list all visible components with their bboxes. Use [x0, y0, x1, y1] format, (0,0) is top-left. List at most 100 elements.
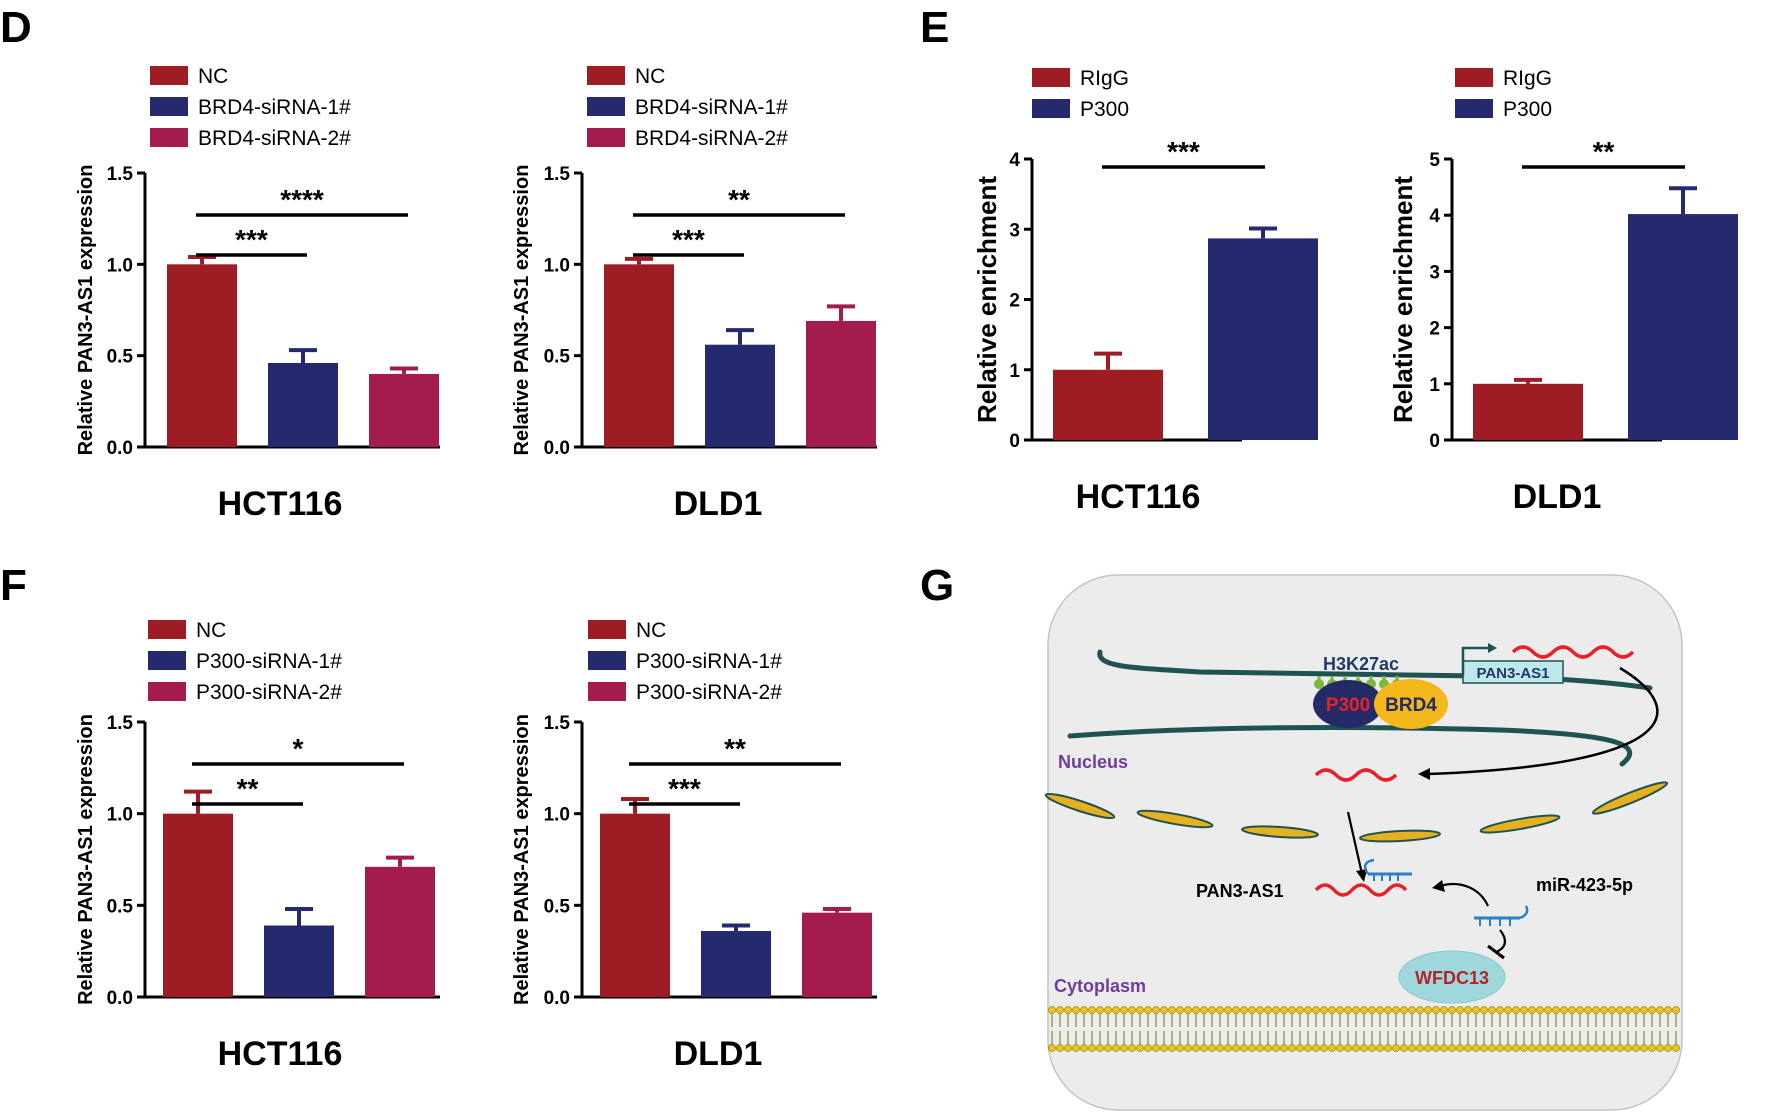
lipid-head	[1136, 1044, 1144, 1052]
lipid-head	[1368, 1044, 1376, 1052]
lipid-head	[1080, 1006, 1088, 1014]
bar	[365, 866, 435, 997]
cytoplasm-label: Cytoplasm	[1054, 976, 1146, 996]
y-tick-label: 0.0	[544, 438, 570, 459]
lipid-head	[1656, 1006, 1664, 1014]
panel-letter-f: F	[0, 561, 27, 610]
lipid-head	[1528, 1006, 1536, 1014]
y-axis-label: Relative enrichment	[1388, 176, 1418, 423]
diagram-background	[1047, 574, 1683, 1111]
chart-f-dld1: NC P300-siRNA-1# P300-siRNA-2# 0.0 0.5 1.0 1.5…	[511, 619, 877, 1073]
bar	[268, 362, 338, 447]
lipid-head	[1392, 1006, 1400, 1014]
export-arrow	[1427, 666, 1659, 776]
lipid-head	[1344, 1044, 1352, 1052]
lipid-head	[1096, 1044, 1104, 1052]
lipid-head	[1136, 1006, 1144, 1014]
lipid-head	[1208, 1006, 1216, 1014]
lipid-head	[1064, 1006, 1072, 1014]
lipid-head	[1280, 1006, 1288, 1014]
y-tick-label: 1	[1009, 361, 1020, 382]
legend-swatch	[148, 651, 186, 670]
promoter-arrowhead	[1488, 643, 1497, 653]
lipid-head	[1288, 1006, 1296, 1014]
lipid-head	[1408, 1006, 1416, 1014]
significance-label: **	[728, 184, 750, 215]
lipid-head	[1184, 1006, 1192, 1014]
legend-swatch	[150, 128, 188, 147]
lipid-head	[1640, 1044, 1648, 1052]
mirna-label: miR-423-5p	[1536, 875, 1633, 895]
lipid-head	[1296, 1044, 1304, 1052]
y-tick-label: 0.0	[544, 988, 570, 1009]
lipid-head	[1544, 1044, 1552, 1052]
lipid-head	[1200, 1044, 1208, 1052]
bar	[604, 264, 674, 447]
y-tick-label: 1.0	[544, 255, 570, 276]
lipid-head	[1280, 1044, 1288, 1052]
lipid-head	[1232, 1044, 1240, 1052]
lipid-head	[1640, 1006, 1648, 1014]
lipid-head	[1496, 1044, 1504, 1052]
lipid-head	[1392, 1044, 1400, 1052]
lipid-head	[1648, 1044, 1656, 1052]
lipid-head	[1424, 1006, 1432, 1014]
y-tick-label: 0.5	[544, 896, 571, 917]
legend-label: P300	[1080, 98, 1129, 121]
significance-label: ***	[672, 224, 705, 255]
y-tick-label: 1.0	[544, 805, 570, 826]
lipid-head	[1312, 1006, 1320, 1014]
lipid-head	[1656, 1044, 1664, 1052]
lipid-head	[1440, 1044, 1448, 1052]
legend-label: BRD4-siRNA-1#	[635, 96, 788, 119]
chart-e-dld1: RIgG P300 0 1 2 3 4 5 ** Relative enrichment DLD1	[1388, 67, 1738, 516]
lipid-head	[1512, 1044, 1520, 1052]
lipid-head	[1168, 1044, 1176, 1052]
lipid-head	[1520, 1044, 1528, 1052]
y-tick-label: 3	[1429, 262, 1440, 283]
legend-label: NC	[636, 619, 666, 642]
promoter-arrow	[1461, 646, 1488, 676]
lipid-head	[1344, 1006, 1352, 1014]
lipid-head	[1320, 1006, 1328, 1014]
bar	[600, 813, 670, 997]
chart-d-hct116: NC BRD4-siRNA-1# BRD4-siRNA-2# 0.0 0.5 1.0 1.5…	[75, 65, 440, 523]
lipid-head	[1272, 1044, 1280, 1052]
cell-line-label: DLD1	[674, 1035, 763, 1073]
y-axis-label: Relative PAN3-AS1 expression	[511, 165, 533, 456]
lipid-head	[1376, 1044, 1384, 1052]
lipid-head	[1552, 1044, 1560, 1052]
lipid-head	[1536, 1044, 1544, 1052]
lipid-head	[1048, 1044, 1056, 1052]
y-tick-label: 4	[1009, 150, 1020, 171]
y-tick-label: 0	[1009, 431, 1020, 452]
chart-f-hct116: NC P300-siRNA-1# P300-siRNA-2# 0.0 0.5 1.0 1.5…	[75, 619, 440, 1073]
cell-line-label: DLD1	[674, 485, 763, 523]
charts-layer: NC BRD4-siRNA-1# BRD4-siRNA-2# 0.0 0.5 1.0 1.5…	[75, 65, 1738, 1073]
y-tick-label: 0	[1429, 431, 1440, 452]
y-tick-label: 5	[1429, 150, 1440, 171]
bar	[163, 813, 233, 997]
bar	[1208, 238, 1318, 440]
lipid-head	[1144, 1006, 1152, 1014]
lipid-head	[1128, 1044, 1136, 1052]
lipid-head	[1632, 1006, 1640, 1014]
lipid-head	[1336, 1006, 1344, 1014]
lipid-head	[1584, 1006, 1592, 1014]
h3k27ac-label: H3K27ac	[1323, 654, 1399, 674]
lipid-head	[1288, 1044, 1296, 1052]
y-tick-label: 1.0	[107, 805, 133, 826]
lipid-head	[1520, 1006, 1528, 1014]
lipid-head	[1256, 1006, 1264, 1014]
y-tick-label: 1.5	[544, 164, 571, 185]
legend-label: P300-siRNA-2#	[196, 681, 342, 704]
panel-letter-d: D	[0, 3, 32, 52]
brd4-ellipse	[1374, 679, 1448, 729]
lipid-head	[1576, 1044, 1584, 1052]
lipid-head	[1064, 1044, 1072, 1052]
lipid-head	[1584, 1044, 1592, 1052]
lipid-head	[1504, 1044, 1512, 1052]
lipid-head	[1328, 1044, 1336, 1052]
y-tick-label: 1.5	[107, 164, 134, 185]
